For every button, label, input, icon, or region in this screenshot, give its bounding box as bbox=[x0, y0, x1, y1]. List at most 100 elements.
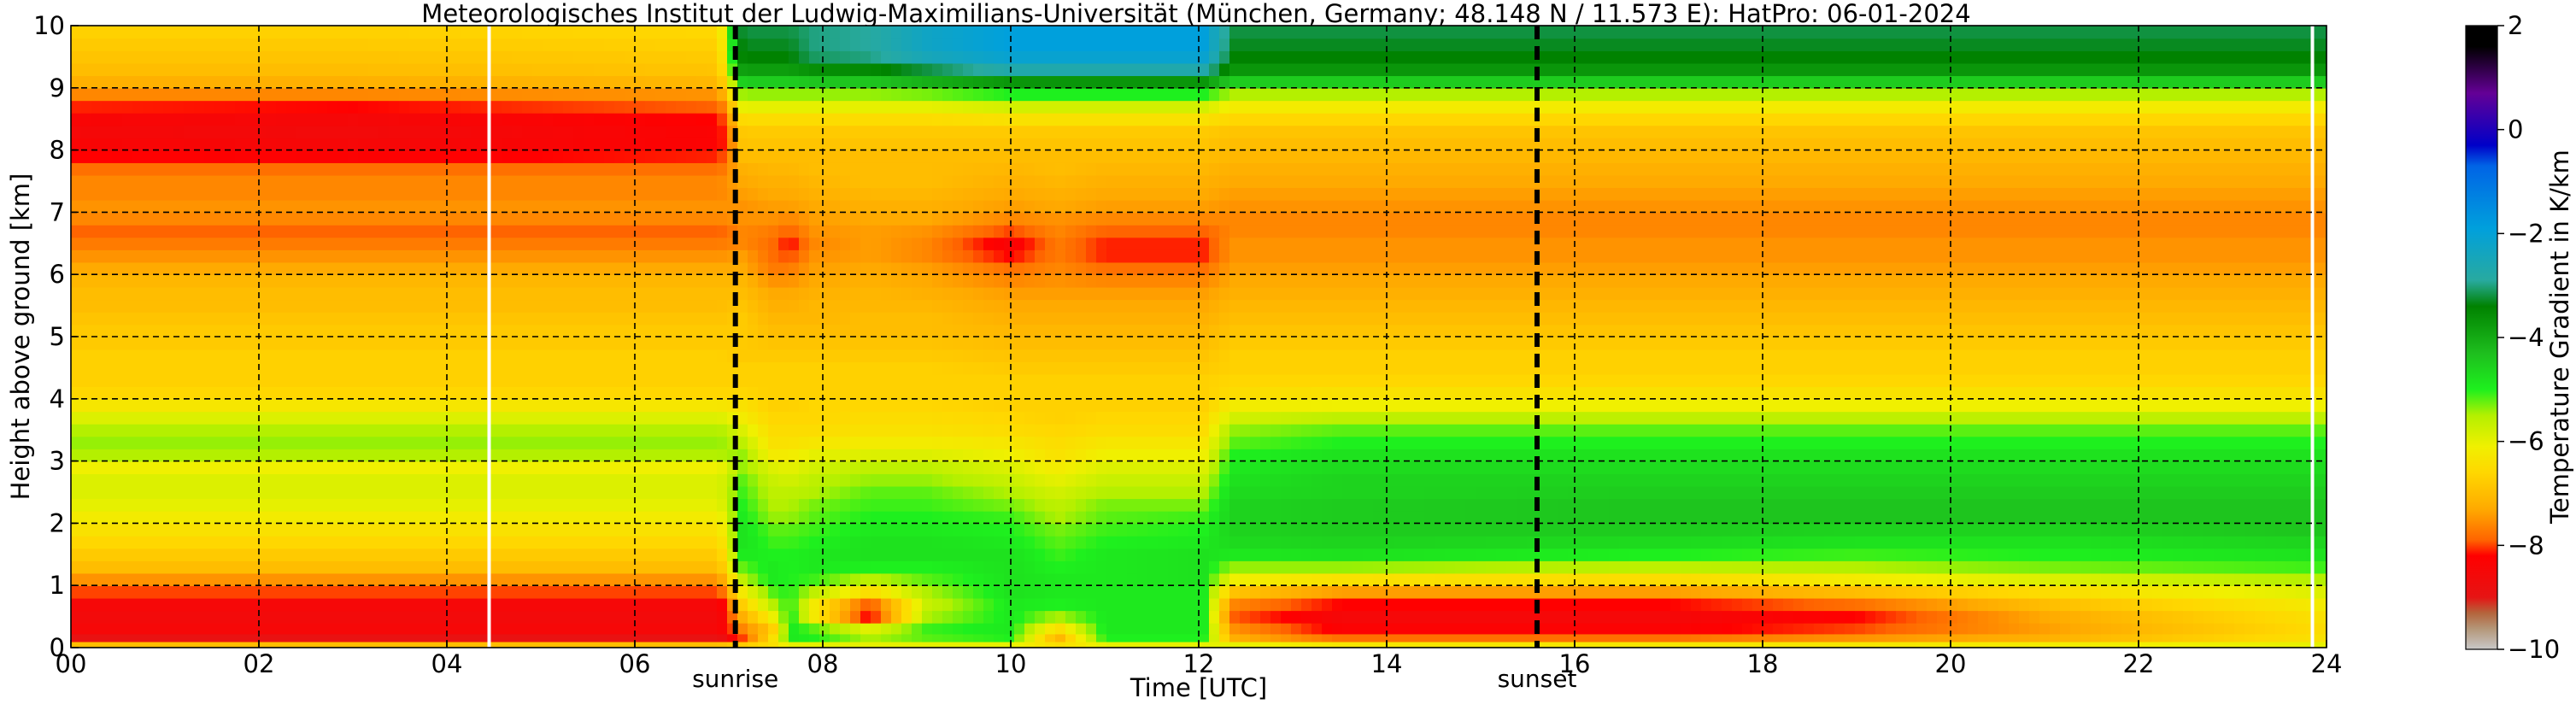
heatmap-cell bbox=[553, 224, 564, 238]
heatmap-cell bbox=[461, 174, 472, 189]
heatmap-cell bbox=[184, 50, 195, 64]
heatmap-cell bbox=[645, 597, 656, 612]
heatmap-cell bbox=[604, 423, 615, 437]
heatmap-cell bbox=[635, 386, 646, 400]
heatmap-cell bbox=[881, 224, 892, 238]
heatmap-cell bbox=[450, 373, 461, 388]
heatmap-cell bbox=[676, 560, 687, 574]
heatmap-cell bbox=[1045, 548, 1056, 561]
heatmap-cell bbox=[184, 199, 195, 214]
heatmap-cell bbox=[163, 62, 174, 77]
heatmap-cell bbox=[389, 423, 400, 437]
heatmap-cell bbox=[635, 411, 646, 425]
heatmap-cell bbox=[635, 261, 646, 275]
heatmap-cell bbox=[276, 461, 287, 474]
heatmap-cell bbox=[543, 62, 554, 77]
heatmap-cell bbox=[830, 361, 841, 375]
heatmap-cell bbox=[225, 641, 236, 648]
heatmap-cell bbox=[584, 411, 595, 425]
heatmap-cell bbox=[378, 337, 390, 350]
heatmap-cell bbox=[184, 75, 195, 89]
heatmap-cell bbox=[307, 337, 318, 350]
heatmap-cell bbox=[594, 138, 605, 151]
heatmap-cell bbox=[276, 50, 287, 64]
heatmap-cell bbox=[1004, 337, 1015, 350]
heatmap-cell bbox=[942, 249, 954, 263]
heatmap-cell bbox=[891, 187, 902, 201]
heatmap-cell bbox=[840, 461, 851, 474]
heatmap-cell bbox=[143, 112, 154, 126]
heatmap-cell bbox=[491, 187, 502, 201]
heatmap-cell bbox=[132, 62, 144, 77]
heatmap-cell bbox=[368, 349, 379, 362]
heatmap-cell bbox=[973, 299, 984, 313]
heatmap-cell bbox=[973, 324, 984, 337]
heatmap-cell bbox=[348, 50, 359, 64]
heatmap-cell bbox=[81, 411, 92, 425]
heatmap-cell bbox=[522, 112, 533, 126]
heatmap-cell bbox=[204, 38, 215, 51]
heatmap-cell bbox=[891, 641, 902, 648]
heatmap-cell bbox=[307, 125, 318, 138]
heatmap-cell bbox=[132, 112, 144, 126]
heatmap-cell bbox=[860, 641, 871, 648]
heatmap-cell bbox=[614, 311, 625, 326]
heatmap-cell bbox=[573, 572, 584, 586]
heatmap-cell bbox=[440, 485, 451, 500]
heatmap-cell bbox=[1014, 174, 1025, 189]
heatmap-cell bbox=[348, 535, 359, 549]
heatmap-cell bbox=[758, 324, 769, 337]
heatmap-cell bbox=[737, 510, 748, 525]
heatmap-cell bbox=[830, 449, 841, 462]
heatmap-cell bbox=[830, 100, 841, 114]
heatmap-cell bbox=[881, 373, 892, 388]
heatmap-cell bbox=[584, 498, 595, 512]
heatmap-cell bbox=[461, 622, 472, 635]
heatmap-cell bbox=[871, 112, 882, 126]
heatmap-cell bbox=[901, 125, 912, 138]
heatmap-cell bbox=[932, 62, 943, 77]
heatmap-cell bbox=[245, 187, 256, 201]
heatmap-cell bbox=[871, 125, 882, 138]
heatmap-cell bbox=[635, 187, 646, 201]
heatmap-cell bbox=[1004, 100, 1015, 114]
heatmap-cell bbox=[1024, 641, 1036, 648]
heatmap-cell bbox=[235, 125, 246, 138]
heatmap-cell bbox=[737, 62, 748, 77]
heatmap-cell bbox=[204, 174, 215, 189]
heatmap-cell bbox=[963, 212, 974, 226]
heatmap-cell bbox=[348, 597, 359, 612]
heatmap-cell bbox=[368, 585, 379, 599]
heatmap-cell bbox=[502, 641, 513, 648]
heatmap-cell bbox=[368, 162, 379, 176]
heatmap-cell bbox=[553, 50, 564, 64]
heatmap-cell bbox=[543, 449, 554, 462]
heatmap-cell bbox=[522, 187, 533, 201]
heatmap-cell bbox=[840, 386, 851, 400]
heatmap-cell bbox=[840, 572, 851, 586]
heatmap-cell bbox=[614, 633, 625, 642]
heatmap-cell bbox=[440, 641, 451, 648]
heatmap-cell bbox=[983, 622, 995, 635]
heatmap-cell bbox=[358, 261, 369, 275]
heatmap-cell bbox=[132, 523, 144, 537]
heatmap-cell bbox=[584, 386, 595, 400]
heatmap-cell bbox=[502, 510, 513, 525]
heatmap-cell bbox=[91, 237, 103, 250]
heatmap-cell bbox=[840, 485, 851, 500]
heatmap-cell bbox=[317, 449, 328, 462]
heatmap-cell bbox=[71, 112, 82, 126]
heatmap-cell bbox=[1024, 585, 1036, 599]
heatmap-cell bbox=[584, 423, 595, 437]
heatmap-cell bbox=[276, 87, 287, 102]
heatmap-cell bbox=[860, 585, 871, 599]
heatmap-cell bbox=[1045, 162, 1056, 176]
heatmap-cell bbox=[912, 572, 923, 586]
heatmap-cell bbox=[676, 249, 687, 263]
heatmap-cell bbox=[143, 510, 154, 525]
heatmap-cell bbox=[409, 622, 420, 635]
heatmap-cell bbox=[81, 212, 92, 226]
heatmap-cell bbox=[707, 560, 718, 574]
heatmap-cell bbox=[389, 26, 400, 39]
heatmap-cell bbox=[748, 560, 759, 574]
